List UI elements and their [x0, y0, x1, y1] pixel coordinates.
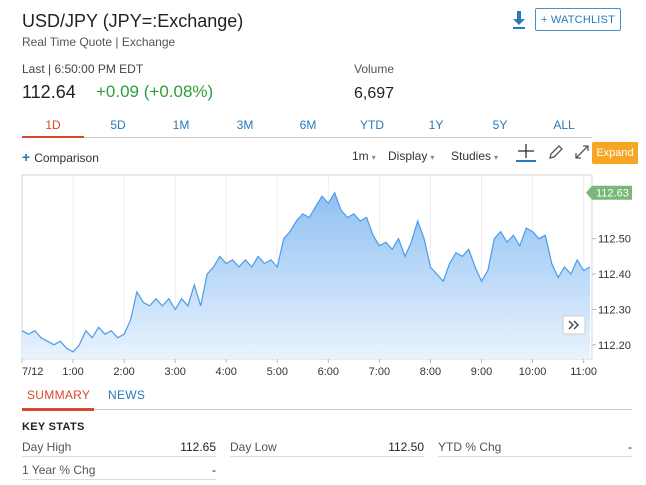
range-1m[interactable]: 1M	[172, 118, 190, 132]
stat-label: Day High	[22, 440, 72, 454]
display-dropdown[interactable]: Display ▾	[388, 149, 434, 163]
download-icon[interactable]	[512, 10, 526, 30]
range-1d[interactable]: 1D	[45, 118, 61, 132]
double-chevron-right-icon	[568, 320, 579, 330]
stat-value: 112.65	[180, 440, 216, 454]
key-stats-title: KEY STATS	[22, 421, 85, 433]
x-tick-label: 7:00	[369, 366, 390, 378]
tab-summary[interactable]: SUMMARY	[27, 388, 91, 402]
last-price-label: 112.63	[596, 188, 629, 200]
stat-label: YTD % Chg	[438, 440, 502, 454]
display-label: Display	[388, 149, 428, 163]
price-area	[22, 192, 590, 359]
last-quote-time: Last | 6:50:00 PM EDT	[22, 62, 144, 76]
expand-button[interactable]: Expand	[592, 142, 638, 164]
last-price-badge	[586, 185, 632, 200]
interval-dropdown[interactable]: 1m ▾	[352, 149, 376, 163]
comparison-button[interactable]: + Comparison	[22, 149, 99, 165]
expand-icon[interactable]	[575, 145, 589, 159]
stat-day-high: Day High 112.65	[22, 437, 216, 457]
range-5y[interactable]: 5Y	[492, 118, 508, 132]
page-title: USD/JPY (JPY=:Exchange)	[22, 11, 244, 31]
quote-source: Real Time Quote | Exchange	[22, 35, 176, 49]
range-ytd[interactable]: YTD	[360, 118, 384, 132]
y-tick-label: 112.30	[598, 304, 631, 316]
add-to-watchlist-button[interactable]: + WATCHLIST	[535, 8, 621, 31]
chevron-down-icon: ▾	[371, 153, 376, 162]
crosshair-icon[interactable]	[515, 142, 537, 162]
range-1y[interactable]: 1Y	[428, 118, 444, 132]
x-tick-label: 4:00	[216, 366, 237, 378]
stat-1y-change: 1 Year % Chg -	[22, 460, 216, 480]
volume-value: 6,697	[354, 85, 395, 102]
last-price: 112.64	[22, 82, 76, 102]
interval-label: 1m	[352, 149, 369, 163]
chevron-down-icon: ▾	[430, 153, 435, 162]
plus-icon: +	[22, 149, 31, 165]
y-tick-label: 112.40	[598, 269, 631, 281]
y-tick-label: 112.20	[598, 340, 631, 352]
x-tick-label: 3:00	[164, 366, 185, 378]
price-chart-svg: 112.50 112.40 112.30 112.20 112.63 7/12 1:00 2:…	[21, 174, 632, 378]
y-tick-label: 112.50	[598, 234, 631, 246]
x-tick-label: 11:00	[570, 366, 597, 378]
range-3m[interactable]: 3M	[236, 118, 254, 132]
stat-value: -	[628, 440, 632, 454]
active-tab-indicator	[22, 408, 94, 411]
chevron-down-icon: ▾	[494, 153, 499, 162]
range-6m[interactable]: 6M	[299, 118, 317, 132]
price-chart[interactable]: 112.50 112.40 112.30 112.20 112.63 7/12 1:00 2:…	[0, 170, 646, 380]
stat-day-low: Day Low 112.50	[230, 437, 424, 457]
range-all[interactable]: ALL	[553, 118, 575, 132]
tabs-divider	[22, 409, 632, 410]
price-change: +0.09 (+0.08%)	[96, 82, 214, 101]
comparison-label: Comparison	[34, 151, 99, 165]
range-5d[interactable]: 5D	[110, 118, 126, 132]
active-range-indicator	[22, 136, 84, 138]
range-selector: 1D 5D 1M 3M 6M YTD 1Y 5Y ALL	[22, 118, 592, 138]
x-tick-label: 7/12	[22, 366, 43, 378]
stat-label: Day Low	[230, 440, 277, 454]
volume-label: Volume	[354, 62, 395, 76]
x-tick-label: 1:00	[62, 366, 83, 378]
x-tick-label: 9:00	[471, 366, 492, 378]
price-line	[21, 191, 591, 353]
stat-label: 1 Year % Chg	[22, 463, 96, 477]
x-tick-label: 8:00	[420, 366, 441, 378]
pencil-icon[interactable]	[548, 144, 564, 160]
stat-value: -	[212, 463, 216, 477]
stat-ytd-change: YTD % Chg -	[438, 437, 632, 457]
x-tick-label: 10:00	[519, 366, 547, 378]
x-tick-label: 6:00	[318, 366, 339, 378]
studies-label: Studies	[451, 149, 492, 163]
scroll-forward-button[interactable]	[562, 315, 586, 335]
stat-value: 112.50	[388, 440, 424, 454]
tab-news[interactable]: NEWS	[108, 388, 146, 402]
studies-dropdown[interactable]: Studies ▾	[451, 149, 498, 163]
x-tick-label: 2:00	[113, 366, 134, 378]
x-tick-label: 5:00	[267, 366, 288, 378]
